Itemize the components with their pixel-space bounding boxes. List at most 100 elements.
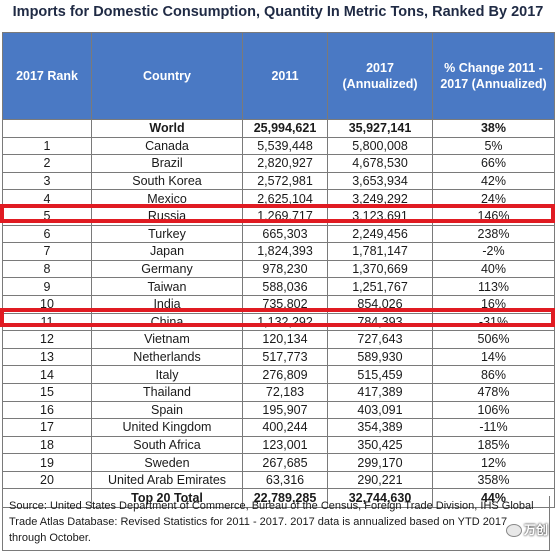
cell-y2017: 1,370,669 (327, 259, 433, 279)
table-row: 16 Spain 195,907 403,091 106% (2, 400, 555, 420)
cell-rank: 20 (2, 470, 92, 490)
cell-rank: 11 (2, 312, 92, 332)
cell-change: 42% (432, 171, 555, 191)
cell-y2011: 735,802 (242, 294, 328, 314)
cell-rank: 4 (2, 189, 92, 208)
header-row: 2017 Rank Country 2011 2017 (Annualized)… (2, 32, 555, 120)
cell-rank: 14 (2, 365, 92, 384)
chat-bubble-icon (505, 524, 522, 538)
watermark-text: 万创 (523, 523, 548, 537)
cell-rank: 8 (2, 259, 92, 279)
cell-rank: 15 (2, 382, 92, 402)
cell-rank: 13 (2, 347, 92, 367)
cell-y2017: 727,643 (327, 330, 433, 349)
total-y2011: 22,789,285 (242, 488, 328, 509)
cell-rank: 19 (2, 453, 92, 472)
cell-y2011: 120,134 (242, 330, 328, 349)
cell-country: Taiwan (91, 277, 243, 296)
cell-y2017: 299,170 (327, 453, 433, 472)
cell-country: Netherlands (91, 347, 243, 367)
cell-rank: 3 (2, 171, 92, 191)
cell-change: 40% (432, 259, 555, 279)
total-y2017: 32,744,630 (327, 488, 433, 509)
table-body: World 25,994,621 35,927,141 38% 1 Canada 5… (2, 119, 555, 509)
cell-y2011: 2,572,981 (242, 171, 328, 191)
table-row: 12 Vietnam 120,134 727,643 506% (2, 330, 555, 349)
header-2017: 2017 (Annualized) (327, 32, 433, 120)
cell-rank: 18 (2, 435, 92, 455)
cell-country: China (91, 312, 243, 332)
cell-y2011: 63,316 (242, 470, 328, 490)
header-rank: 2017 Rank (2, 32, 92, 120)
cell-change: 146% (432, 206, 555, 226)
cell-y2017: 3,249,292 (327, 189, 433, 208)
table-row: 18 South Africa 123,001 350,425 185% (2, 435, 555, 455)
table-row: 13 Netherlands 517,773 589,930 14% (2, 347, 555, 367)
source-note: Source: United States Department of Comm… (2, 496, 550, 551)
cell-country: Mexico (91, 189, 243, 208)
cell-y2011: 195,907 (242, 400, 328, 420)
world-country: World (91, 119, 243, 138)
table-row: 3 South Korea 2,572,981 3,653,934 42% (2, 171, 555, 191)
cell-y2017: 417,389 (327, 382, 433, 402)
cell-y2011: 267,685 (242, 453, 328, 472)
cell-y2011: 978,230 (242, 259, 328, 279)
cell-change: 358% (432, 470, 555, 490)
cell-rank: 5 (2, 206, 92, 226)
cell-rank: 12 (2, 330, 92, 349)
cell-country: Italy (91, 365, 243, 384)
cell-y2017: 290,221 (327, 470, 433, 490)
world-change: 38% (432, 119, 555, 138)
cell-y2017: 3,653,934 (327, 171, 433, 191)
cell-y2017: 5,800,008 (327, 136, 433, 156)
cell-change: 86% (432, 365, 555, 384)
world-rank (2, 119, 92, 138)
table-row: 4 Mexico 2,625,104 3,249,292 24% (2, 189, 555, 208)
cell-y2011: 72,183 (242, 382, 328, 402)
cell-country: Sweden (91, 453, 243, 472)
header-change: % Change 2011 - 2017 (Annualized) (432, 32, 555, 120)
cell-rank: 1 (2, 136, 92, 156)
table-row: 19 Sweden 267,685 299,170 12% (2, 453, 555, 472)
cell-y2011: 2,625,104 (242, 189, 328, 208)
cell-y2011: 2,820,927 (242, 154, 328, 173)
cell-y2017: 2,249,456 (327, 224, 433, 244)
cell-y2017: 350,425 (327, 435, 433, 455)
cell-country: Thailand (91, 382, 243, 402)
cell-change: 113% (432, 277, 555, 296)
cell-country: Russia (91, 206, 243, 226)
table-row: 11 China 1,132,292 784,393 -31% (2, 312, 555, 332)
total-country: Top 20 Total (91, 488, 243, 509)
cell-country: Brazil (91, 154, 243, 173)
cell-y2017: 589,930 (327, 347, 433, 367)
cell-y2017: 854,026 (327, 294, 433, 314)
cell-country: United Arab Emirates (91, 470, 243, 490)
cell-y2011: 1,132,292 (242, 312, 328, 332)
cell-change: 5% (432, 136, 555, 156)
table-row: 14 Italy 276,809 515,459 86% (2, 365, 555, 384)
cell-rank: 9 (2, 277, 92, 296)
cell-country: India (91, 294, 243, 314)
imports-table: 2017 Rank Country 2011 2017 (Annualized)… (2, 32, 555, 509)
watermark: 万创 (505, 521, 548, 538)
world-row: World 25,994,621 35,927,141 38% (2, 119, 555, 138)
cell-y2011: 276,809 (242, 365, 328, 384)
cell-y2017: 3,123,691 (327, 206, 433, 226)
cell-y2017: 1,251,767 (327, 277, 433, 296)
cell-change: -31% (432, 312, 555, 332)
table-title: Imports for Domestic Consumption, Quanti… (12, 4, 544, 20)
cell-country: United Kingdom (91, 418, 243, 437)
cell-rank: 17 (2, 418, 92, 437)
cell-country: South Africa (91, 435, 243, 455)
table-row: 1 Canada 5,539,448 5,800,008 5% (2, 136, 555, 156)
cell-y2017: 1,781,147 (327, 242, 433, 261)
cell-rank: 16 (2, 400, 92, 420)
cell-y2017: 354,389 (327, 418, 433, 437)
table-row: 20 United Arab Emirates 63,316 290,221 358% (2, 470, 555, 490)
cell-rank: 7 (2, 242, 92, 261)
cell-country: Spain (91, 400, 243, 420)
cell-y2017: 515,459 (327, 365, 433, 384)
cell-y2017: 403,091 (327, 400, 433, 420)
cell-change: 66% (432, 154, 555, 173)
table-row: 10 India 735,802 854,026 16% (2, 294, 555, 314)
